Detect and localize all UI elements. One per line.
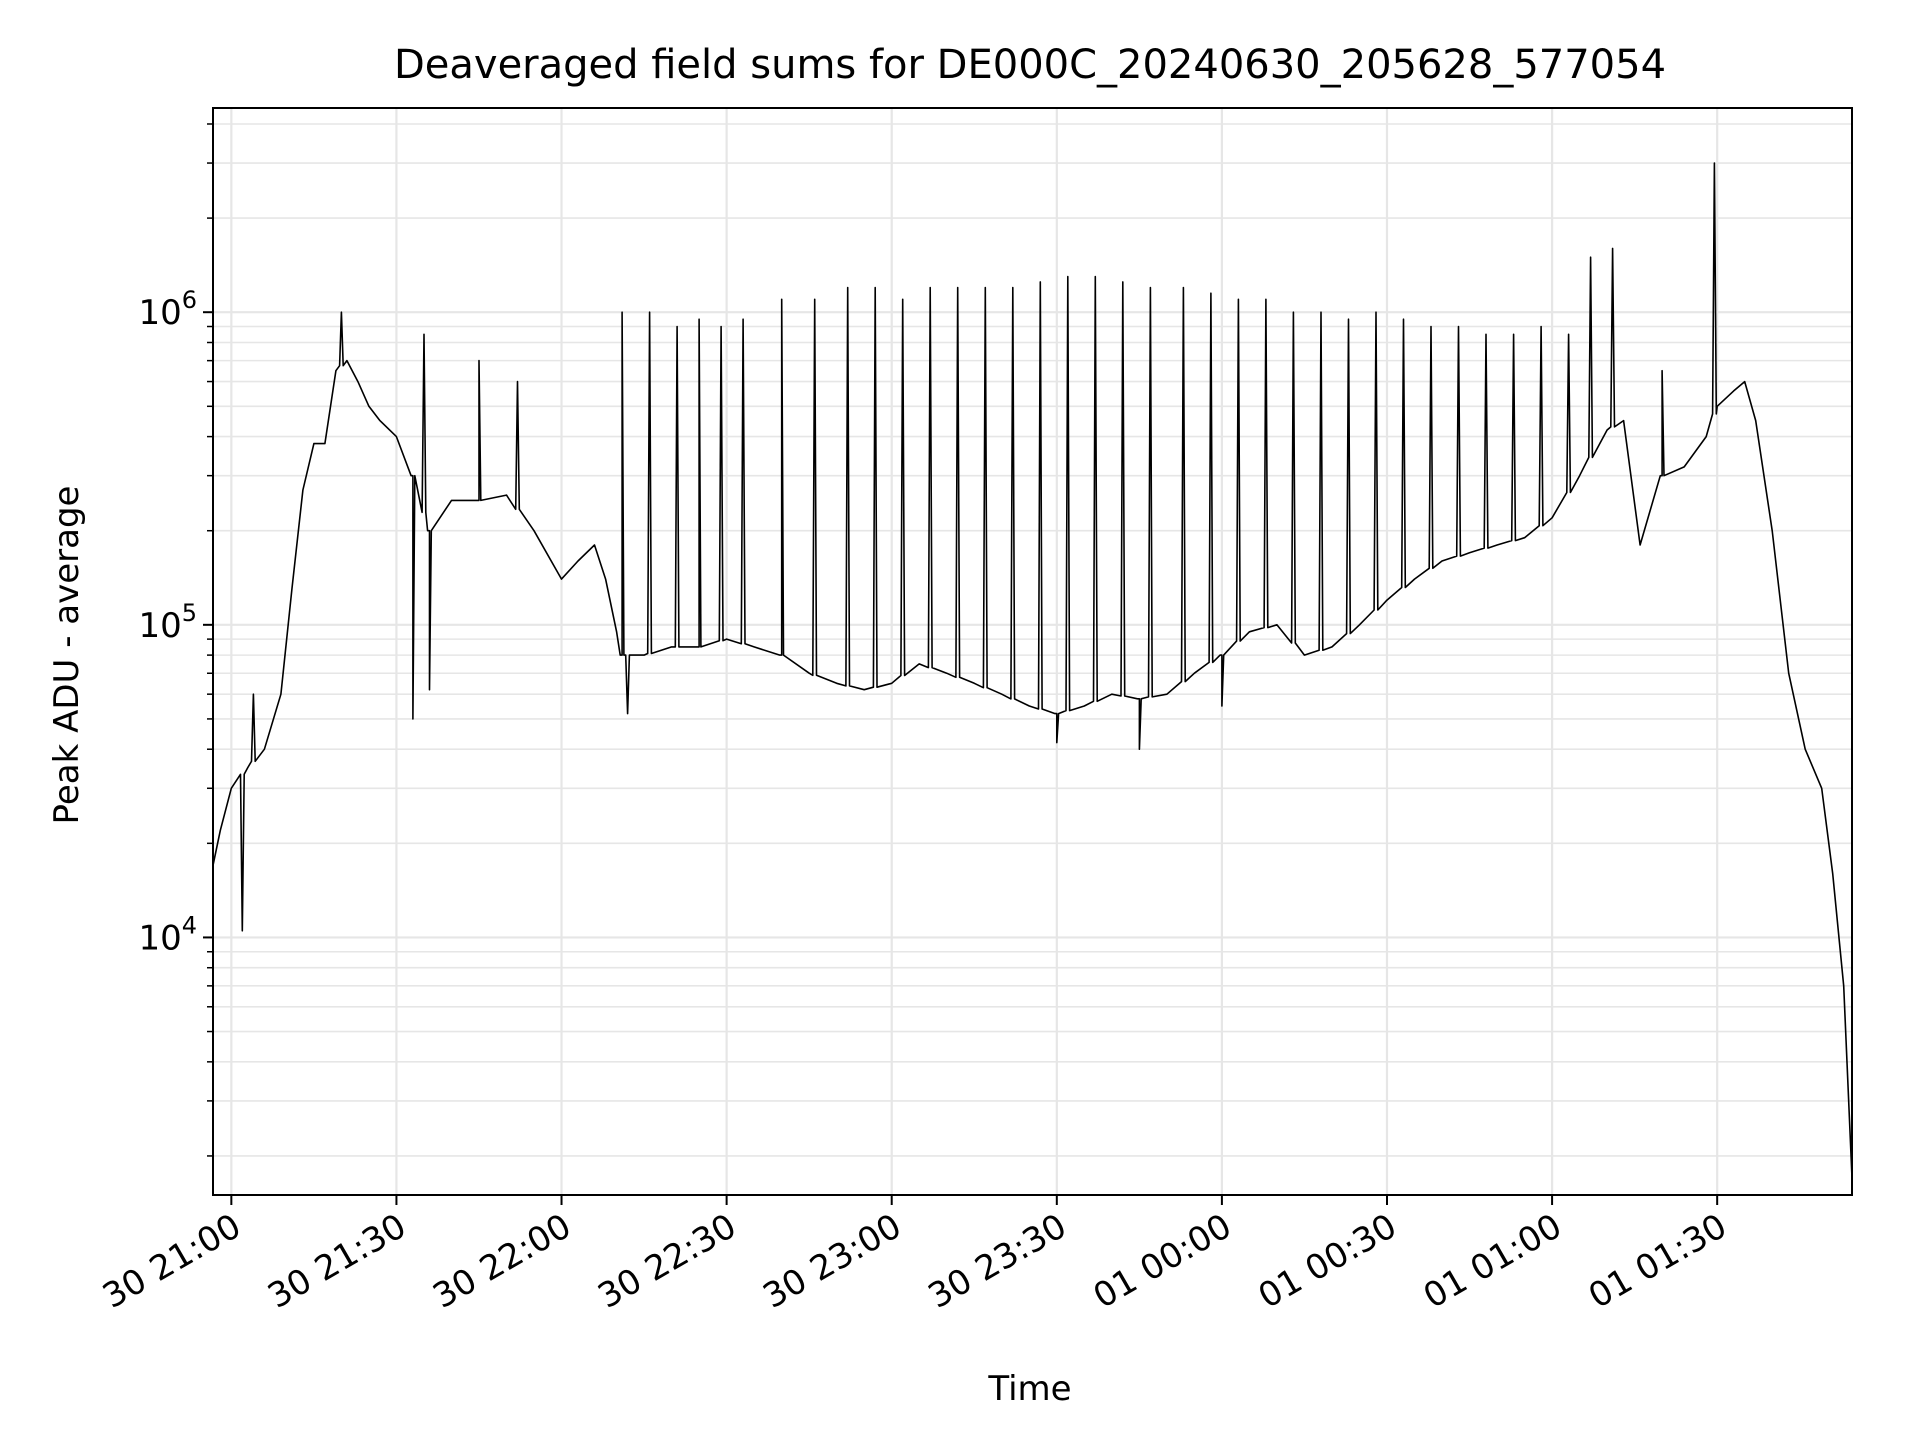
y-tick-label: 104 [138,911,197,958]
y-tick-exponent: 4 [182,911,197,939]
plot-area [213,162,1852,1179]
y-tick-exponent: 6 [182,286,197,314]
y-tick-label: 105 [138,599,197,646]
y-axis-label: Peak ADU - average [47,486,87,825]
chart-title: Deaveraged field sums for DE000C_2024063… [394,42,1666,88]
plot-frame [212,107,1853,1196]
grid [213,108,1852,1195]
y-tick-base: 10 [138,293,181,333]
series-group [213,162,1852,1179]
y-tick-label: 106 [138,286,197,333]
series-line [213,162,1852,1179]
x-axis-label: Time [987,1369,1071,1409]
y-tick-exponent: 5 [182,599,197,627]
y-tick-base: 10 [138,918,181,958]
y-tick-base: 10 [138,606,181,646]
